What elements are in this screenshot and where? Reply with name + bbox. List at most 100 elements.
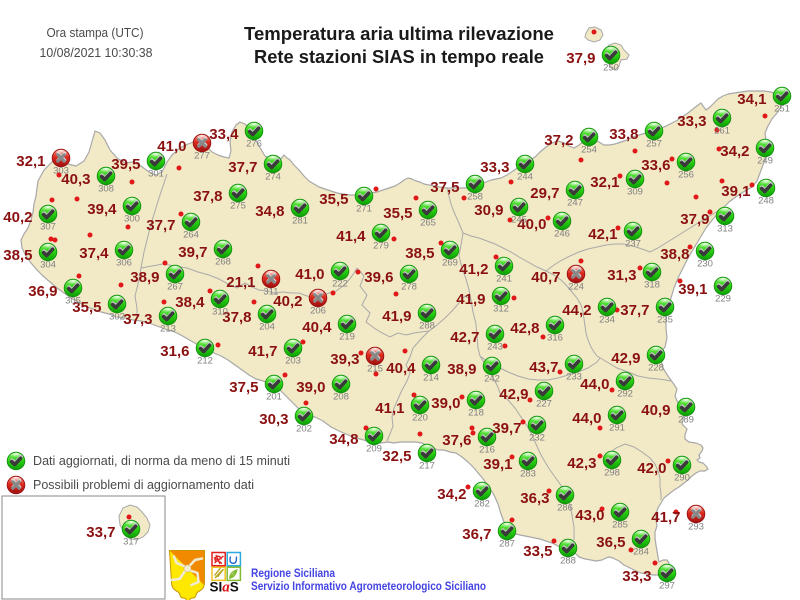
svg-text:34,8: 34,8 [329,431,358,448]
svg-text:39,0: 39,0 [431,395,460,412]
svg-text:227: 227 [536,399,552,410]
svg-text:39,1: 39,1 [483,456,512,473]
svg-text:37,6: 37,6 [442,432,471,449]
svg-text:41,0: 41,0 [157,138,186,155]
svg-text:34,8: 34,8 [255,203,284,220]
svg-text:209: 209 [366,444,382,455]
svg-text:224: 224 [568,282,584,293]
svg-text:41,2: 41,2 [459,261,488,278]
svg-text:304: 304 [40,260,56,271]
svg-text:232: 232 [529,433,545,444]
svg-text:251: 251 [774,104,790,115]
svg-text:42,7: 42,7 [450,329,479,346]
svg-text:284: 284 [633,547,649,558]
svg-text:290: 290 [674,473,690,484]
svg-text:44,0: 44,0 [580,376,609,393]
svg-text:41,7: 41,7 [248,343,277,360]
svg-text:218: 218 [468,408,484,419]
svg-text:39,5: 39,5 [111,156,140,173]
svg-text:288: 288 [560,556,576,567]
svg-text:32,1: 32,1 [16,153,45,170]
svg-text:269: 269 [442,258,458,269]
svg-text:33,4: 33,4 [209,126,239,143]
svg-text:40,4: 40,4 [302,319,332,336]
svg-text:38,4: 38,4 [175,294,205,311]
svg-text:37,3: 37,3 [123,311,152,328]
svg-text:37,2: 37,2 [544,132,573,149]
svg-text:32,1: 32,1 [590,174,619,191]
svg-text:36,5: 36,5 [596,534,625,551]
svg-text:258: 258 [467,192,483,203]
svg-text:40,2: 40,2 [3,209,32,226]
svg-text:249: 249 [757,156,773,167]
svg-text:37,9: 37,9 [566,50,595,67]
svg-text:21,1: 21,1 [226,274,255,291]
svg-text:39,3: 39,3 [330,351,359,368]
svg-text:38,5: 38,5 [405,245,434,262]
svg-text:242: 242 [484,374,500,385]
svg-text:216: 216 [479,445,495,456]
svg-text:33,5: 33,5 [523,543,552,560]
svg-text:214: 214 [423,373,439,384]
svg-text:30,9: 30,9 [474,202,503,219]
svg-text:29,7: 29,7 [530,185,559,202]
svg-text:40,4: 40,4 [386,360,416,377]
svg-text:30,3: 30,3 [259,411,288,428]
svg-text:41,7: 41,7 [651,509,680,526]
svg-text:313: 313 [717,224,733,235]
svg-text:42,0: 42,0 [637,460,666,477]
svg-text:40,2: 40,2 [273,293,302,310]
svg-text:300: 300 [124,214,140,225]
svg-text:288: 288 [419,321,435,332]
svg-text:36,9: 36,9 [28,283,57,300]
svg-text:265: 265 [420,218,436,229]
svg-text:311: 311 [263,287,278,298]
svg-text:31,3: 31,3 [607,267,636,284]
svg-text:310: 310 [212,307,228,318]
svg-text:309: 309 [627,187,643,198]
svg-text:264: 264 [183,230,199,241]
svg-text:40,7: 40,7 [531,269,560,286]
svg-text:220: 220 [412,413,428,424]
svg-text:281: 281 [292,216,308,227]
svg-text:317: 317 [123,537,139,548]
svg-text:36,7: 36,7 [462,526,491,543]
svg-text:282: 282 [474,499,490,510]
svg-text:33,8: 33,8 [609,126,638,143]
svg-text:39,7: 39,7 [178,244,207,261]
svg-text:261: 261 [714,126,730,137]
svg-text:243: 243 [487,342,503,353]
svg-text:278: 278 [401,282,417,293]
svg-text:248: 248 [758,196,774,207]
svg-text:247: 247 [567,198,583,209]
svg-text:229: 229 [715,294,731,305]
svg-text:206: 206 [310,306,326,317]
svg-text:212: 212 [197,356,213,367]
svg-text:277: 277 [194,151,210,162]
svg-text:306: 306 [116,258,132,269]
svg-text:33,3: 33,3 [480,159,509,176]
svg-text:Possibili problemi di aggiorna: Possibili problemi di aggiornamento dati [33,477,254,492]
svg-text:308: 308 [98,184,114,195]
svg-text:279: 279 [373,241,389,252]
svg-text:41,1: 41,1 [375,400,404,417]
svg-text:40,9: 40,9 [641,402,670,419]
svg-text:268: 268 [215,257,231,268]
svg-text:37,5: 37,5 [229,379,258,396]
svg-text:297: 297 [659,581,675,592]
svg-text:41,0: 41,0 [295,266,324,283]
svg-text:Ora stampa (UTC): Ora stampa (UTC) [47,25,144,40]
svg-text:35,5: 35,5 [383,205,412,222]
svg-text:39,6: 39,6 [364,269,393,286]
svg-text:32,5: 32,5 [382,448,411,465]
svg-text:241: 241 [496,274,512,285]
svg-text:246: 246 [554,229,570,240]
svg-text:34,2: 34,2 [437,486,466,503]
svg-text:33,3: 33,3 [622,568,651,585]
svg-text:43,0: 43,0 [575,507,604,524]
svg-text:257: 257 [646,139,662,150]
svg-text:43,7: 43,7 [529,359,558,376]
svg-text:312: 312 [493,304,509,315]
svg-text:SIaS: SIaS [210,580,239,596]
svg-text:305: 305 [65,296,81,307]
